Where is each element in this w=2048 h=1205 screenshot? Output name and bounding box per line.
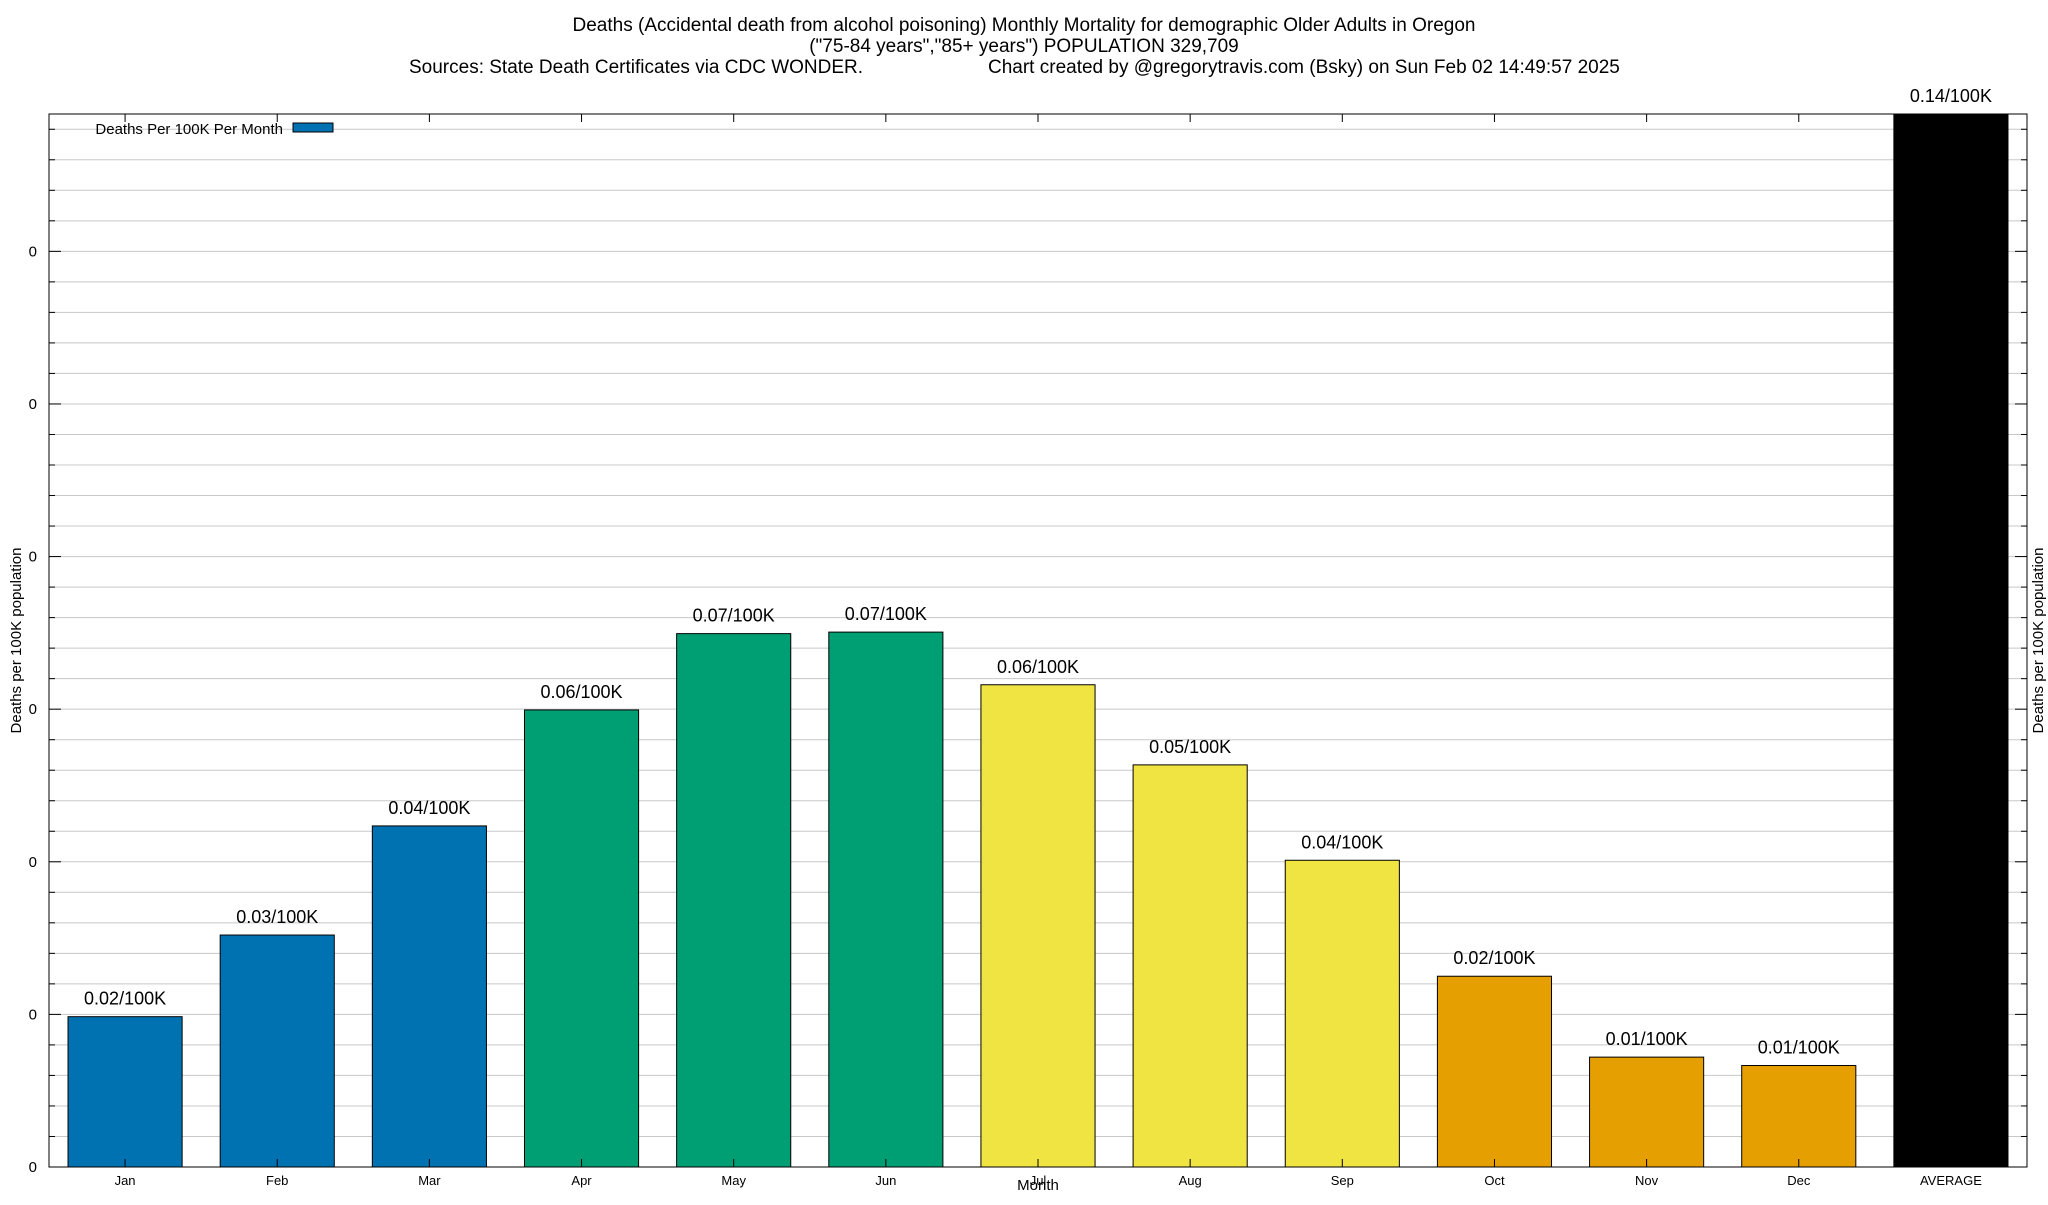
y-tick-label: 0 (29, 549, 37, 566)
bar-average (1893, 113, 2009, 1168)
bar-value-label: 0.06/100K (997, 657, 1079, 677)
chart-subtitle: ("75-84 years","85+ years") POPULATION 3… (809, 36, 1239, 57)
y-axis-label-left: Deaths per 100K population (8, 548, 25, 734)
legend: Deaths Per 100K Per Month (95, 121, 334, 138)
bar-aug (1132, 764, 1248, 1168)
credit-line: Chart created by @gregorytravis.com (Bsk… (988, 57, 1620, 78)
bar-value-label: 0.07/100K (845, 604, 927, 624)
bar-jun (828, 631, 944, 1168)
x-tick-label: Oct (1484, 1173, 1505, 1188)
bar-apr (523, 709, 640, 1168)
bars (67, 113, 2009, 1168)
bar-value-label: 0.01/100K (1606, 1029, 1688, 1049)
bar-sep (1284, 859, 1400, 1168)
bar-value-label: 0.05/100K (1149, 737, 1231, 757)
x-axis-label: Month (1017, 1177, 1059, 1194)
value-labels: 0.02/100K 0.03/100K 0.04/100K 0.06/100K 0.07… (84, 86, 1992, 1058)
bar-mar (371, 825, 487, 1168)
y-tick-label: 0 (29, 1159, 37, 1176)
x-tick-label: Nov (1635, 1173, 1659, 1188)
sources-line: Sources: State Death Certificates via CD… (409, 57, 863, 78)
bar-value-label: 0.04/100K (1301, 832, 1383, 852)
x-tick-label: Jan (115, 1173, 136, 1188)
chart-titles: Deaths (Accidental death from alcohol po… (409, 15, 1620, 78)
bar-value-label: 0.01/100K (1758, 1038, 1840, 1058)
legend-swatch (292, 122, 334, 133)
bar-value-label: 0.02/100K (84, 989, 166, 1009)
y-tick-label: 0 (29, 243, 37, 260)
y-axis-label-right: Deaths per 100K population (2030, 548, 2047, 734)
bar-feb (219, 934, 335, 1168)
y-tick-label: 0 (29, 854, 37, 871)
legend-label: Deaths Per 100K Per Month (95, 121, 283, 138)
bar-oct (1436, 975, 1553, 1168)
bar-jul (980, 684, 1096, 1168)
x-tick-label: Aug (1179, 1173, 1202, 1188)
bar-value-label: 0.04/100K (388, 798, 470, 818)
bar-value-label: 0.02/100K (1453, 948, 1535, 968)
x-tick-label: Jun (875, 1173, 896, 1188)
axis-ticks: 0 0 0 0 0 0 0 Jan Feb Mar Apr May Jun Jul Aug Sep Oct Nov… (29, 114, 2027, 1188)
bar-value-label: 0.07/100K (693, 606, 775, 626)
bar-dec (1741, 1065, 1857, 1168)
x-tick-label: Mar (418, 1173, 441, 1188)
bar-may (676, 633, 792, 1168)
bar-value-label: 0.03/100K (236, 907, 318, 927)
bar-value-label: 0.14/100K (1910, 86, 1992, 106)
bar-value-label: 0.06/100K (540, 682, 622, 702)
x-tick-label: AVERAGE (1920, 1173, 1982, 1188)
y-tick-label: 0 (29, 701, 37, 718)
y-tick-label: 0 (29, 1006, 37, 1023)
chart-title: Deaths (Accidental death from alcohol po… (573, 15, 1476, 36)
x-tick-label: Jul (1030, 1173, 1047, 1188)
plot-frame (48, 113, 2028, 1168)
x-tick-label: Apr (571, 1173, 592, 1188)
x-tick-label: Sep (1331, 1173, 1354, 1188)
y-tick-label: 0 (29, 396, 37, 413)
x-tick-label: May (721, 1173, 746, 1188)
bar-nov (1589, 1056, 1705, 1168)
x-tick-label: Feb (266, 1173, 288, 1188)
bar-jan (67, 1016, 183, 1168)
x-tick-label: Dec (1787, 1173, 1811, 1188)
